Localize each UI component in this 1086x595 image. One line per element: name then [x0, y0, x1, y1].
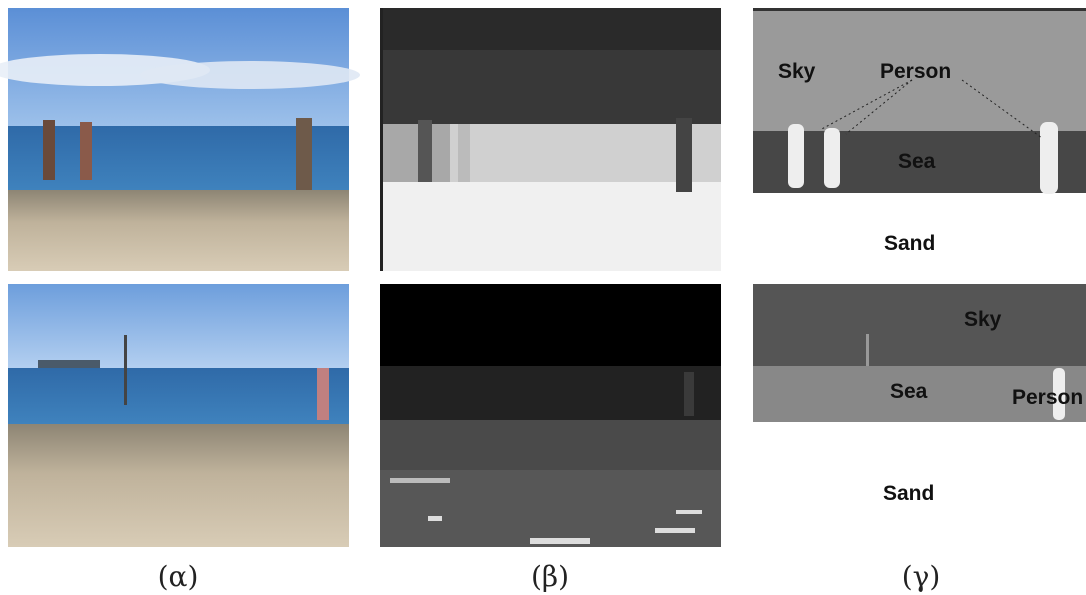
label: Sky [778, 60, 816, 83]
caption: (β) [531, 560, 569, 593]
caption: (γ) [902, 560, 941, 593]
depth-bottom [380, 284, 721, 547]
label: Sky [964, 308, 1002, 331]
label: Sand [884, 232, 935, 255]
photo-top [0, 8, 360, 271]
label: Sea [898, 150, 936, 173]
segmentation-top: Sky Person Sea Sand [753, 8, 1086, 271]
caption: (α) [158, 560, 199, 593]
label: Sea [890, 380, 928, 403]
segmentation-bottom: Sky Sea Person Sand [753, 284, 1086, 547]
photo-bottom [8, 284, 349, 547]
depth-top [380, 8, 721, 271]
label: Person [1012, 386, 1083, 409]
label: Sand [883, 482, 934, 505]
label: Person [880, 60, 951, 83]
